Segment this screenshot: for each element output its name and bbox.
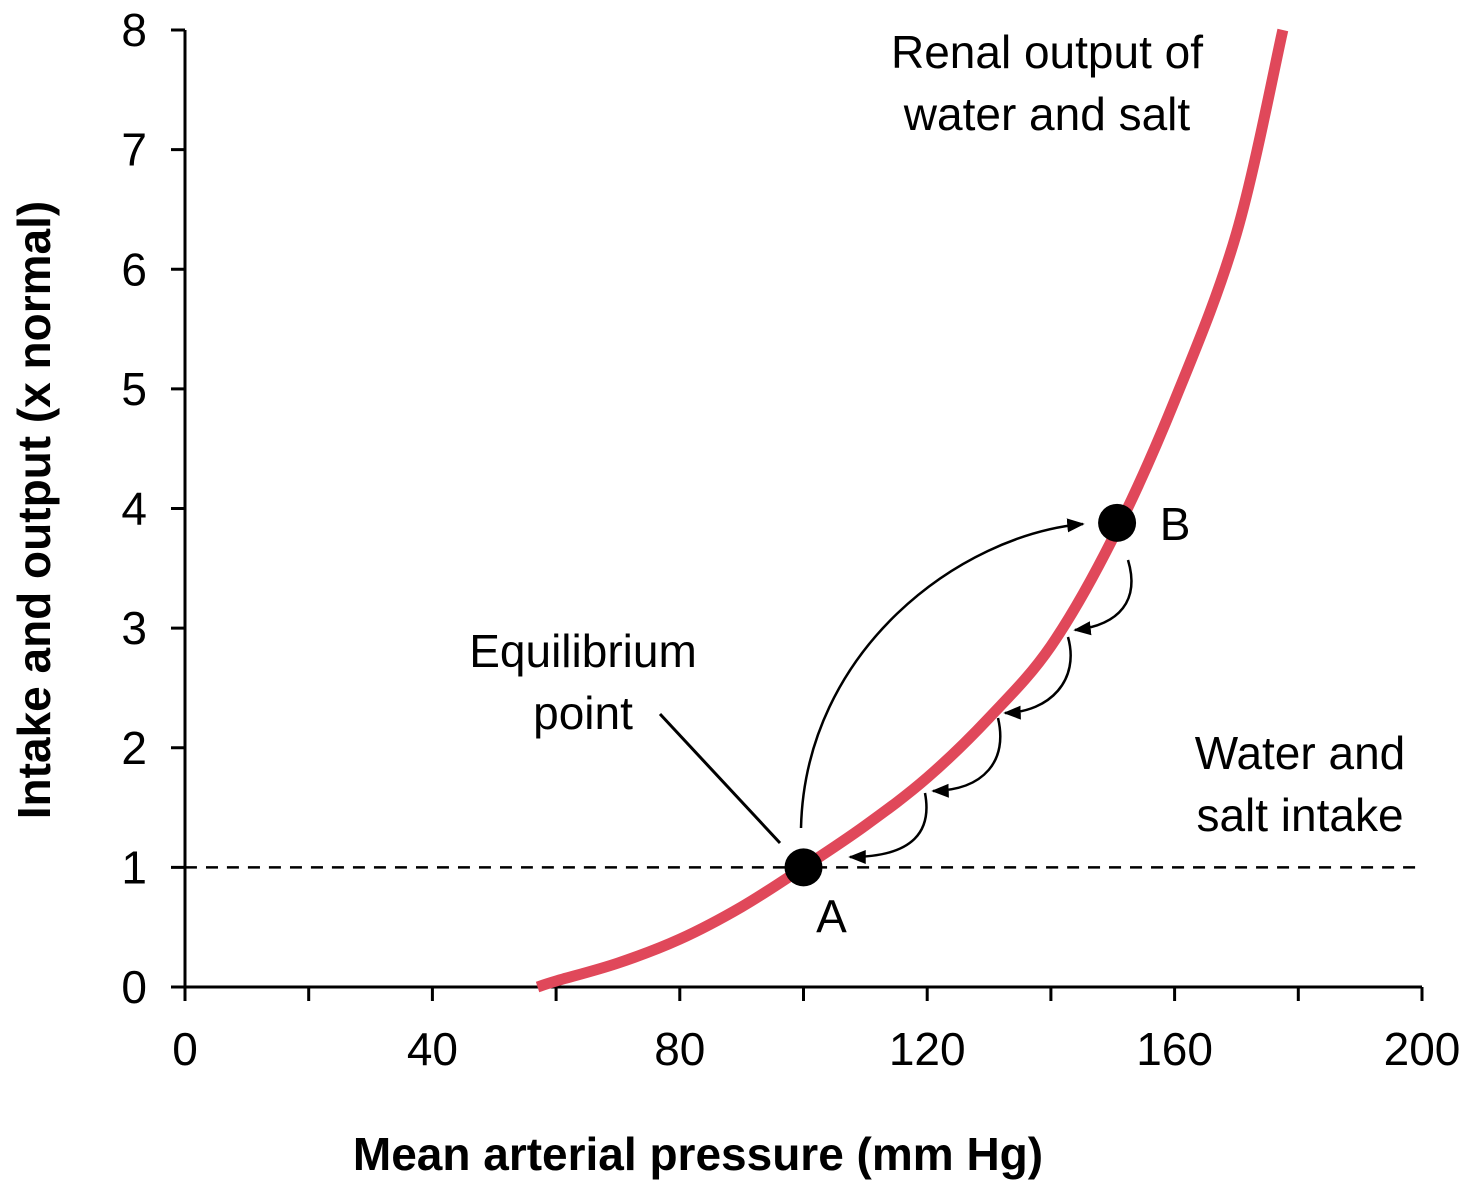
y-tick-label: 6 xyxy=(121,243,147,295)
point-label: A xyxy=(816,890,847,942)
y-axis-title: Intake and output (x normal) xyxy=(8,201,60,819)
annotation: Equilibrium xyxy=(469,625,697,677)
arrow xyxy=(931,717,1002,798)
y-tick-label: 2 xyxy=(121,722,147,774)
x-tick-label: 200 xyxy=(1384,1023,1461,1075)
annotation: Renal output of xyxy=(891,26,1203,78)
x-axis-title: Mean arterial pressure (mm Hg) xyxy=(353,1128,1043,1180)
y-tick-label: 5 xyxy=(121,363,147,415)
annotation: Water and xyxy=(1195,727,1406,779)
point xyxy=(1098,503,1137,542)
x-tick-label: 40 xyxy=(407,1023,458,1075)
arrow xyxy=(1003,636,1072,720)
arrow xyxy=(1073,559,1133,636)
renal-output-curve xyxy=(535,28,1289,993)
y-tick-label: 8 xyxy=(121,4,147,56)
annotation: salt intake xyxy=(1196,789,1403,841)
x-tick-label: 80 xyxy=(654,1023,705,1075)
pointer-line xyxy=(658,712,782,845)
point-label: B xyxy=(1160,498,1191,550)
x-tick-label: 120 xyxy=(889,1023,966,1075)
y-tick-label: 3 xyxy=(121,602,147,654)
y-tick-label: 0 xyxy=(121,961,147,1013)
annotation: water and salt xyxy=(903,88,1191,140)
y-tick-label: 7 xyxy=(121,124,147,176)
x-tick-label: 160 xyxy=(1136,1023,1213,1075)
arrow xyxy=(799,518,1085,829)
y-tick-label: 1 xyxy=(121,841,147,893)
y-tick-label: 4 xyxy=(121,483,147,535)
annotation: point xyxy=(533,687,633,739)
point xyxy=(784,848,823,887)
arrows xyxy=(658,518,1133,864)
arrow xyxy=(848,792,928,864)
x-tick-label: 0 xyxy=(172,1023,198,1075)
